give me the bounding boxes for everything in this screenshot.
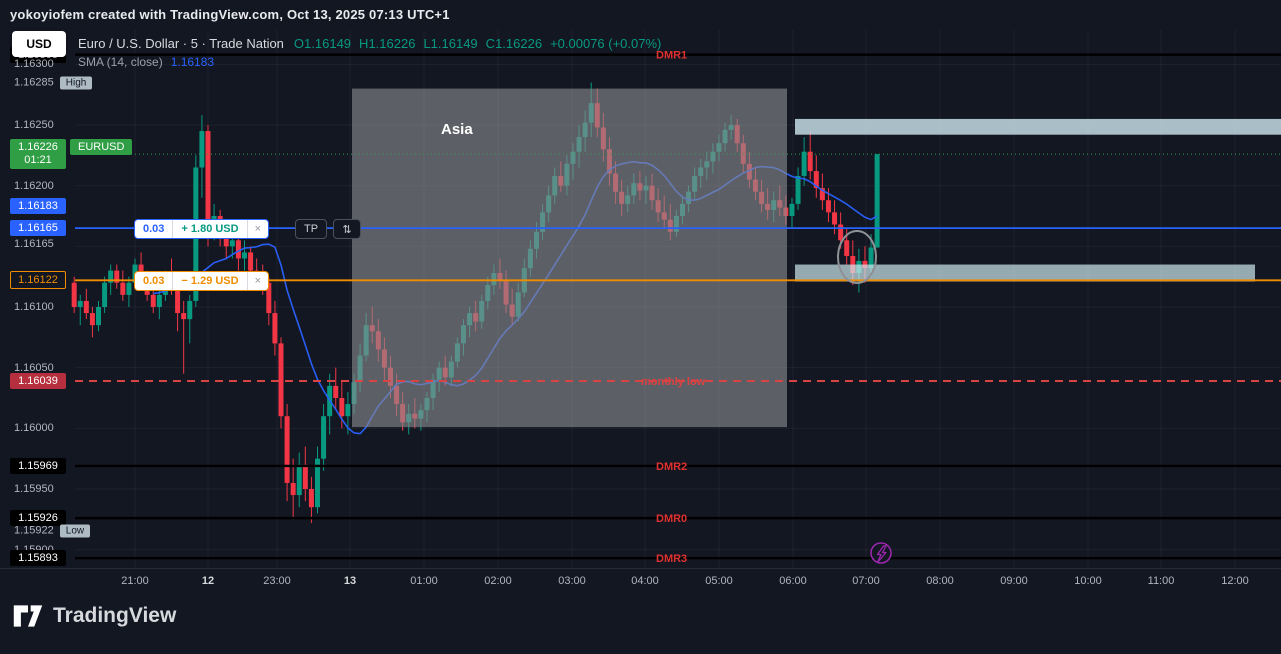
order-pnl: + 1.80 USD (173, 220, 248, 238)
session-box-label: Asia (441, 121, 473, 138)
axis-low-marker: 1.15922 Low (14, 524, 91, 538)
level-label-monthly-low: monthly low (641, 376, 706, 388)
take-profit-label: TP (303, 223, 319, 235)
session-box-asia[interactable] (352, 88, 787, 428)
reverse-icon: ⇅ (342, 223, 352, 236)
axis-order-price-label[interactable]: 1.16165 (10, 220, 66, 237)
axis-tick-1.16000: 1.16000 (14, 422, 54, 435)
order-widget-buy[interactable]: 0.03 + 1.80 USD × (134, 219, 270, 239)
tradingview-logo-mark (13, 605, 43, 627)
order-qty[interactable]: 0.03 (135, 220, 174, 238)
time-label-06:00: 06:00 (779, 575, 807, 587)
time-label-23:00: 23:00 (263, 575, 291, 587)
time-label-12:00: 12:00 (1221, 575, 1249, 587)
symbol-badge: EURUSD (70, 139, 133, 156)
price-axis[interactable]: 1.163081.163001.16285High1.16250EURUSD1.… (0, 0, 140, 600)
tradingview-logo[interactable]: TradingView (12, 602, 176, 630)
stop-pnl: − 1.29 USD (173, 272, 248, 290)
time-label-08:00: 08:00 (926, 575, 954, 587)
time-label-09:00: 09:00 (1000, 575, 1028, 587)
axis-last-price-label: 1.16226 01:21 (10, 139, 66, 170)
axis-tick-1.16100: 1.16100 (14, 301, 54, 313)
order-widget-stop[interactable]: 0.03 − 1.29 USD × (134, 271, 270, 291)
time-label-12: 12 (201, 575, 215, 587)
level-label-dmr3: DMR3 (656, 553, 687, 565)
close-value: 1.16226 (495, 36, 543, 51)
axis-stop-price-label[interactable]: 1.16122 (10, 271, 66, 290)
level-label-dmr1: DMR1 (656, 50, 687, 62)
currency-button-label: USD (26, 37, 52, 51)
time-label-04:00: 04:00 (631, 575, 659, 587)
time-label-02:00: 02:00 (484, 575, 512, 587)
axis-tick-1.15950: 1.15950 (14, 483, 54, 495)
axis-tick-1.16050: 1.16050 (14, 361, 54, 374)
axis-dmr3-price: 1.15893 (10, 550, 66, 567)
stop-close-button[interactable]: × (254, 275, 262, 287)
lightning-marker-icon[interactable] (870, 542, 892, 564)
axis-monthly-low-price: 1.16039 (10, 373, 66, 389)
level-label-dmr2: DMR2 (656, 461, 687, 473)
chart-legend: Euro / U.S. Dollar · 5 · Trade Nation O1… (78, 36, 661, 69)
time-label-07:00: 07:00 (852, 575, 880, 587)
axis-tick-1.16200: 1.16200 (14, 179, 54, 192)
axis-tick-1.16300: 1.16300 (14, 58, 54, 71)
axis-sma-value-label[interactable]: 1.16183 (10, 198, 66, 215)
indicator-name: SMA (14, close) (78, 55, 163, 69)
ohlc-readout: O1.16149 H1.16226 L1.16149 C1.16226 +0.0… (294, 36, 661, 51)
time-label-13: 13 (343, 575, 357, 587)
axis-dmr2-price: 1.15969 (10, 457, 66, 474)
zone-2[interactable] (795, 264, 1255, 282)
time-label-11:00: 11:00 (1147, 575, 1175, 587)
axis-high-marker: 1.16285 High (14, 76, 93, 90)
tradingview-logo-text: TradingView (53, 604, 177, 627)
high-label: H (359, 36, 369, 51)
open-label: O (293, 36, 305, 51)
attribution-bar: yokoyiofem created with TradingView.com,… (0, 0, 1281, 30)
axis-dmr0-price: 1.15926 (10, 510, 66, 527)
order-close-button[interactable]: × (254, 223, 262, 235)
indicator-legend[interactable]: SMA (14, close) 1.16183 (78, 55, 661, 69)
time-label-03:00: 03:00 (558, 575, 586, 587)
axis-tick-1.16165: 1.16165 (14, 238, 54, 251)
low-value: 1.16149 (430, 36, 478, 51)
time-label-01:00: 01:00 (410, 575, 438, 587)
time-label-05:00: 05:00 (705, 575, 733, 587)
time-axis[interactable]: 21:00 12 23:00 13 01:00 02:00 03:00 04:00 05:00 0… (0, 568, 1281, 599)
symbol-title[interactable]: Euro / U.S. Dollar · 5 · Trade Nation (78, 36, 284, 51)
axis-tick-1.16250: 1.16250 (14, 119, 54, 131)
high-value: 1.16226 (368, 36, 416, 51)
change-value: +0.00076 (+0.07%) (550, 36, 662, 51)
take-profit-button[interactable]: TP (295, 219, 327, 239)
highlight-circle[interactable] (837, 230, 877, 284)
attribution-text: yokoyiofem created with TradingView.com,… (10, 7, 450, 22)
low-label: L (423, 36, 431, 51)
indicator-value: 1.16183 (170, 55, 215, 69)
zone-1[interactable] (795, 118, 1281, 135)
stop-qty[interactable]: 0.03 (135, 272, 174, 290)
time-label-21:00: 21:00 (121, 575, 149, 587)
open-value: 1.16149 (304, 36, 352, 51)
close-label: C (485, 36, 496, 51)
currency-button[interactable]: USD (12, 31, 66, 57)
level-label-dmr0: DMR0 (656, 513, 687, 525)
reverse-position-button[interactable]: ⇅ (333, 219, 361, 239)
time-label-10:00: 10:00 (1074, 575, 1102, 587)
